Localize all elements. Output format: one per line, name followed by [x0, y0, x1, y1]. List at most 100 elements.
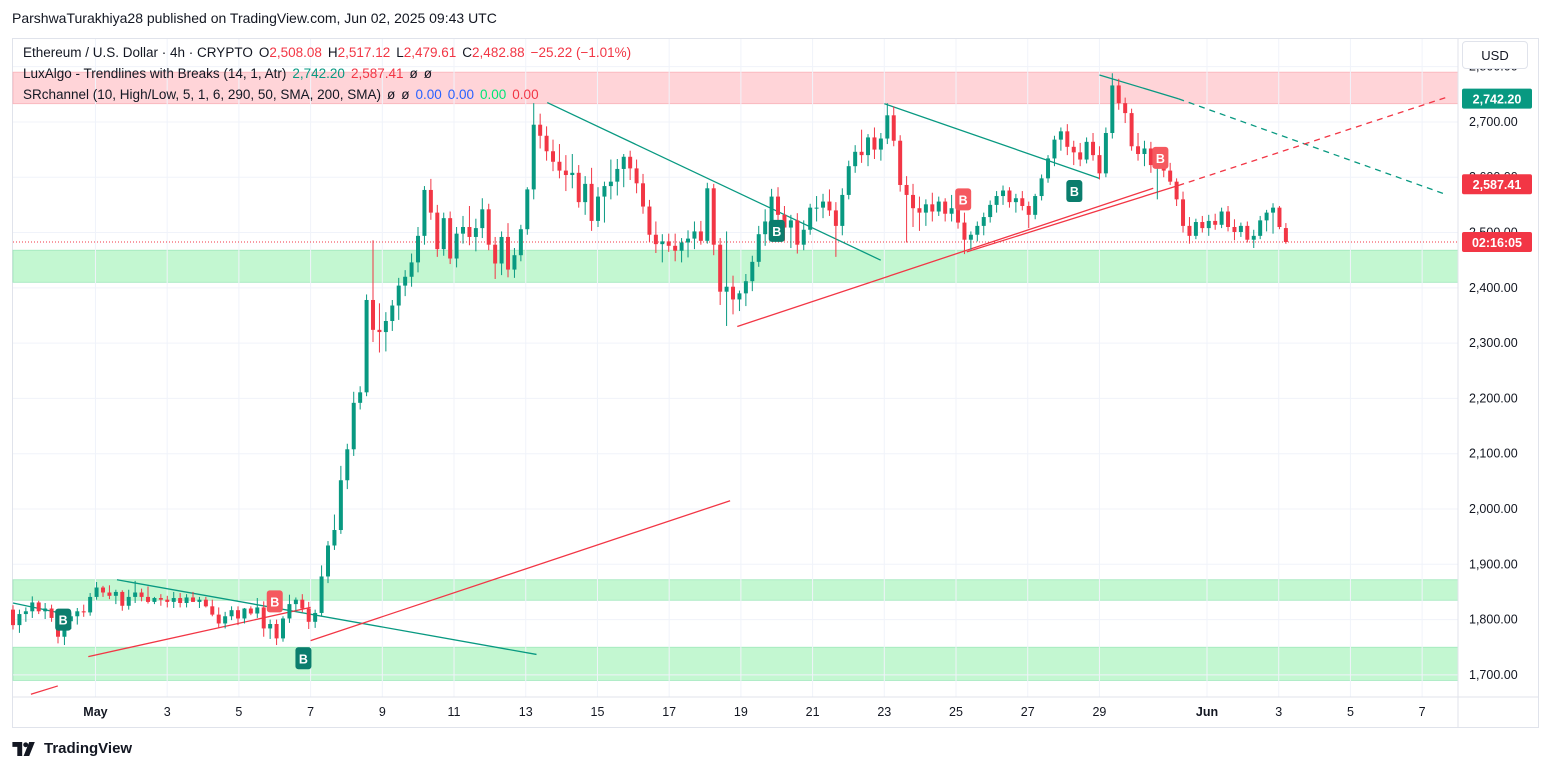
price-tag [1462, 88, 1532, 109]
candle-body [840, 194, 845, 226]
candle-body [261, 607, 266, 629]
axis-layer: 1,700.00 1,800.00 1,900.00 2,000.00 2,100.00… [13, 38, 1539, 728]
candle-body [525, 189, 530, 230]
candle-body [615, 168, 620, 182]
candle-body [428, 189, 433, 213]
candle-body [981, 217, 986, 226]
candle-body [1200, 222, 1205, 229]
candle-body [1174, 181, 1179, 200]
candle-body [158, 598, 163, 600]
candle-body [1071, 146, 1076, 153]
candle-body [178, 598, 183, 603]
x-tick-label: 19 [734, 705, 748, 719]
indicator-srchannel-v4: 0.00 [447, 87, 475, 102]
candle-body [949, 208, 954, 214]
candle-body [833, 210, 838, 226]
zones-layer [12, 71, 1459, 681]
currency-button[interactable]: USD [1462, 41, 1528, 69]
candle-body [319, 576, 324, 613]
candle-body [191, 597, 195, 602]
price-tag [1462, 174, 1532, 195]
candle-body [332, 530, 337, 546]
x-tick-label: 3 [164, 705, 171, 719]
publish-info: ParshwaTurakhiya28 published on TradingV… [12, 10, 497, 26]
candle-body [1277, 207, 1282, 227]
candle-body [1052, 139, 1057, 159]
legend-symbol-row[interactable]: Ethereum / U.S. Dollar · 4h · CRYPTO O2,5… [23, 45, 637, 60]
candle-body [821, 201, 826, 208]
candle-body [660, 241, 665, 245]
x-tick-label: 5 [1347, 705, 1354, 719]
candle-body [326, 545, 331, 577]
indicator-srchannel-na-1: ø [386, 87, 396, 102]
candle-body [711, 188, 716, 245]
legend-indicator-srchannel[interactable]: SRchannel (10, High/Low, 5, 1, 6, 290, 5… [23, 87, 545, 102]
candle-body [673, 245, 678, 251]
chart-frame [12, 38, 1539, 728]
candle-body [743, 281, 748, 294]
candle-body [416, 235, 421, 263]
symbol-name[interactable]: Ethereum / U.S. Dollar · 4h · CRYPTO [23, 45, 253, 60]
candle-body [628, 156, 633, 169]
indicator-srchannel-name[interactable]: SRchannel (10, High/Low, 5, 1, 6, 290, 5… [23, 87, 381, 102]
legend-indicator-trendlines[interactable]: LuxAlgo - Trendlines with Breaks (14, 1,… [23, 66, 438, 81]
candle-body [891, 115, 896, 141]
candle-body [563, 170, 568, 176]
candle-body [544, 135, 549, 152]
trendline [116, 579, 537, 656]
y-tick-label: 1,900.00 [1469, 557, 1518, 571]
candle-body [1097, 155, 1102, 174]
candle-body [666, 241, 671, 246]
candle-body [686, 238, 691, 243]
candle-body [11, 609, 15, 626]
candle-body [409, 262, 414, 277]
candle-body [846, 166, 851, 195]
bullish-break-signal [768, 219, 785, 242]
candle-body [1078, 152, 1083, 160]
candle-body [808, 207, 813, 230]
candle-body [94, 587, 99, 597]
bearish-break-signal [266, 590, 283, 613]
x-tick-label: 9 [379, 705, 386, 719]
tradingview-footer[interactable]: TradingView [12, 740, 132, 757]
candle-body [1026, 205, 1031, 215]
indicator-trendlines-name[interactable]: LuxAlgo - Trendlines with Breaks (14, 1,… [23, 66, 287, 81]
candle-body [679, 242, 684, 251]
bearish-break-signal [1152, 146, 1169, 169]
candle-body [975, 225, 980, 235]
candle-body [139, 592, 144, 597]
candle-body [1148, 148, 1153, 166]
candle-body [756, 234, 761, 262]
x-tick-label: 27 [1021, 705, 1035, 719]
candle-body [152, 598, 157, 602]
candle-body [647, 206, 652, 235]
candle-body [904, 184, 909, 195]
candle-body [506, 236, 511, 270]
candle-body [197, 599, 202, 602]
candle-body [229, 610, 234, 617]
candle-body [146, 596, 150, 602]
indicator-trendlines-lower: 2,587.41 [350, 66, 404, 81]
indicator-trendlines-na-1: ø [409, 66, 418, 81]
candle-body [698, 231, 703, 241]
extended-trendline [1178, 96, 1448, 187]
candle-body [30, 602, 35, 612]
open-label: O [258, 45, 270, 60]
candle-body [859, 151, 864, 156]
y-tick-label: 2,200.00 [1469, 391, 1518, 405]
trendline [966, 184, 1179, 253]
candle-body [943, 201, 948, 214]
candle-body [1110, 85, 1115, 133]
extended-trendline [1178, 98, 1448, 196]
candle-body [1116, 85, 1121, 104]
candle-body [345, 449, 350, 481]
candle-body [583, 183, 588, 203]
x-tick-label: 7 [1419, 705, 1426, 719]
candle-body [795, 220, 800, 245]
candle-body [486, 209, 491, 245]
candle-body [1065, 131, 1070, 147]
candle-body [801, 229, 806, 245]
candle-body [538, 124, 543, 136]
x-tick-label: 25 [949, 705, 963, 719]
